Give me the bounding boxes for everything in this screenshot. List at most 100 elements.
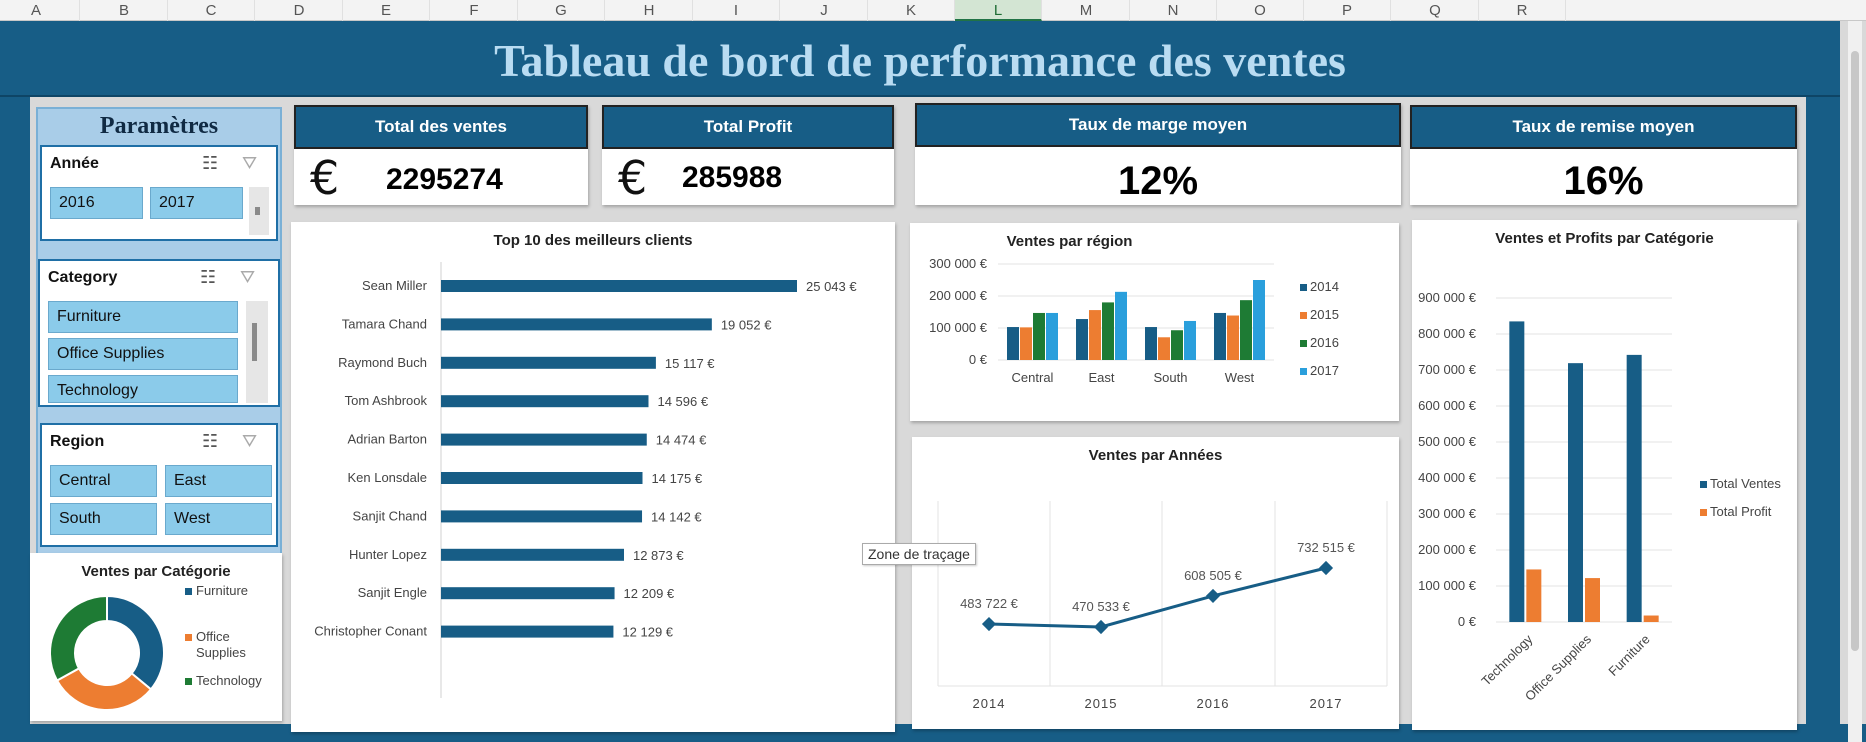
category-chart-card[interactable]: Ventes et Profits par Catégorie 0 € 100 0… bbox=[1412, 220, 1797, 730]
title-banner: Tableau de bord de performance des vente… bbox=[0, 21, 1840, 97]
column-header-f[interactable]: F bbox=[431, 0, 518, 21]
left-band bbox=[0, 97, 30, 742]
y-tick: 200 000 € bbox=[1418, 542, 1477, 557]
column-header-d[interactable]: D bbox=[256, 0, 343, 21]
bar bbox=[1184, 320, 1196, 360]
worksheet[interactable]: Tableau de bord de performance des vente… bbox=[0, 21, 1866, 742]
donut-slice bbox=[106, 594, 165, 691]
slicer-category[interactable]: Category ☷ ⛛ Furniture Office Supplies T… bbox=[38, 259, 280, 407]
slicer-item-west[interactable]: West bbox=[165, 503, 272, 535]
legend-swatch bbox=[185, 634, 192, 641]
column-header-r[interactable]: R bbox=[1479, 0, 1566, 21]
slicer-item-furniture[interactable]: Furniture bbox=[48, 301, 238, 333]
slicer-region-label: Region bbox=[50, 433, 105, 450]
slicer-annee[interactable]: Année ☷ ⛛ 2016 2017 bbox=[40, 145, 278, 241]
slicer-annee-label: Année bbox=[50, 155, 99, 172]
column-header-c[interactable]: C bbox=[168, 0, 255, 21]
tooltip: Zone de traçage bbox=[862, 543, 976, 565]
column-header-b[interactable]: B bbox=[81, 0, 168, 21]
region-chart: 0 € 100 000 € 200 000 € 300 000 € Central Eas… bbox=[929, 256, 1339, 385]
category-label: Tom Ashbrook bbox=[345, 393, 428, 408]
bar bbox=[441, 356, 656, 369]
bar bbox=[1643, 615, 1659, 622]
column-header-m[interactable]: M bbox=[1043, 0, 1130, 21]
euro-icon: € bbox=[310, 151, 340, 205]
legend-swatch bbox=[1300, 312, 1307, 319]
bar bbox=[1007, 327, 1019, 360]
slicer-item-central[interactable]: Central bbox=[50, 465, 157, 497]
x-tick: 2017 bbox=[1310, 696, 1343, 711]
column-header-j[interactable]: J bbox=[781, 0, 868, 21]
bar bbox=[1509, 321, 1525, 622]
slicer-item-2017[interactable]: 2017 bbox=[150, 187, 243, 219]
vertical-scrollbar[interactable] bbox=[1848, 21, 1862, 742]
legend-swatch bbox=[1700, 509, 1707, 516]
category-label: Hunter Lopez bbox=[349, 547, 427, 562]
kpi-taux-marge: Taux de marge moyen 12% bbox=[915, 103, 1401, 205]
legend-swatch bbox=[1300, 340, 1307, 347]
column-header-p[interactable]: P bbox=[1304, 0, 1391, 21]
y-tick: 100 000 € bbox=[1418, 578, 1477, 593]
slicer-item-2016[interactable]: 2016 bbox=[50, 187, 143, 219]
x-tick: South bbox=[1154, 370, 1188, 385]
multi-select-icon[interactable]: ☷ bbox=[200, 267, 217, 287]
y-tick: 900 000 € bbox=[1418, 290, 1477, 305]
slicer-region[interactable]: Region ☷ ⛛ Central East South West bbox=[40, 423, 278, 547]
column-header-e[interactable]: E bbox=[343, 0, 430, 21]
data-label: 14 474 € bbox=[656, 433, 707, 448]
bar bbox=[1089, 310, 1101, 360]
slicer-item-east[interactable]: East bbox=[165, 465, 272, 497]
slicer-scrollbar[interactable] bbox=[249, 187, 269, 235]
slicer-item-office-supplies[interactable]: Office Supplies bbox=[48, 338, 238, 370]
kpi-taux-remise: Taux de remise moyen 16% bbox=[1410, 105, 1797, 205]
column-header-n[interactable]: N bbox=[1130, 0, 1217, 21]
chart-title: Ventes et Profits par Catégorie bbox=[1495, 230, 1714, 247]
slicer-item-technology[interactable]: Technology bbox=[48, 375, 238, 403]
dashboard-title: Tableau de bord de performance des vente… bbox=[494, 35, 1346, 86]
kpi-value: 16% bbox=[1563, 159, 1644, 203]
years-chart-card[interactable]: Ventes par Années 483 722 € 2014 470 533 €… bbox=[912, 437, 1399, 729]
column-header-g[interactable]: G bbox=[518, 0, 605, 21]
y-tick: 600 000 € bbox=[1418, 398, 1477, 413]
column-header-q[interactable]: Q bbox=[1392, 0, 1479, 21]
clear-filter-icon[interactable]: ⛛ bbox=[242, 153, 258, 173]
donut-slice bbox=[49, 594, 108, 682]
data-point bbox=[1318, 560, 1334, 576]
legend-label: 2015 bbox=[1310, 307, 1339, 322]
multi-select-icon[interactable]: ☷ bbox=[202, 153, 219, 173]
x-tick: Furniture bbox=[1605, 632, 1652, 679]
data-label: 12 129 € bbox=[622, 625, 673, 640]
category-label: Tamara Chand bbox=[342, 316, 427, 331]
column-header-a[interactable]: A bbox=[0, 0, 80, 21]
legend-label: 2014 bbox=[1310, 279, 1339, 294]
legend-label: 2016 bbox=[1310, 335, 1339, 350]
kpi-value: 285988 bbox=[682, 161, 783, 194]
donut-chart-card[interactable]: Ventes par Catégorie Furniture Office Supp… bbox=[30, 553, 282, 721]
slicer-scrollbar[interactable] bbox=[246, 301, 268, 403]
bar bbox=[1102, 302, 1114, 360]
column-header-l[interactable]: L bbox=[955, 0, 1042, 21]
years-chart: 483 722 € 2014 470 533 € 2015 608 505 € 2016 7… bbox=[937, 501, 1388, 711]
column-header-i[interactable]: I bbox=[693, 0, 780, 21]
y-tick: 700 000 € bbox=[1418, 362, 1477, 377]
column-header-k[interactable]: K bbox=[868, 0, 955, 21]
x-tick: East bbox=[1088, 370, 1114, 385]
clear-filter-icon[interactable]: ⛛ bbox=[240, 267, 256, 287]
slicer-item-south[interactable]: South bbox=[50, 503, 157, 535]
scroll-thumb[interactable] bbox=[1851, 51, 1859, 651]
column-header-h[interactable]: H bbox=[606, 0, 693, 21]
legend-label: Furniture bbox=[196, 583, 248, 598]
chart-title: Ventes par Années bbox=[1088, 447, 1223, 464]
top-clients-chart-card[interactable]: Top 10 des meilleurs clients Sean Miller… bbox=[291, 222, 895, 732]
bar bbox=[1076, 319, 1088, 360]
multi-select-icon[interactable]: ☷ bbox=[202, 431, 219, 451]
region-chart-card[interactable]: Ventes par région 0 € 100 000 € 200 000 € 3… bbox=[910, 223, 1399, 421]
legend-label: Total Ventes bbox=[1710, 476, 1781, 491]
clear-filter-icon[interactable]: ⛛ bbox=[242, 431, 258, 451]
bar bbox=[1115, 291, 1127, 360]
column-header-o[interactable]: O bbox=[1217, 0, 1304, 21]
y-tick: 0 € bbox=[1458, 614, 1477, 629]
bar bbox=[441, 510, 643, 523]
data-label: 483 722 € bbox=[960, 596, 1019, 611]
